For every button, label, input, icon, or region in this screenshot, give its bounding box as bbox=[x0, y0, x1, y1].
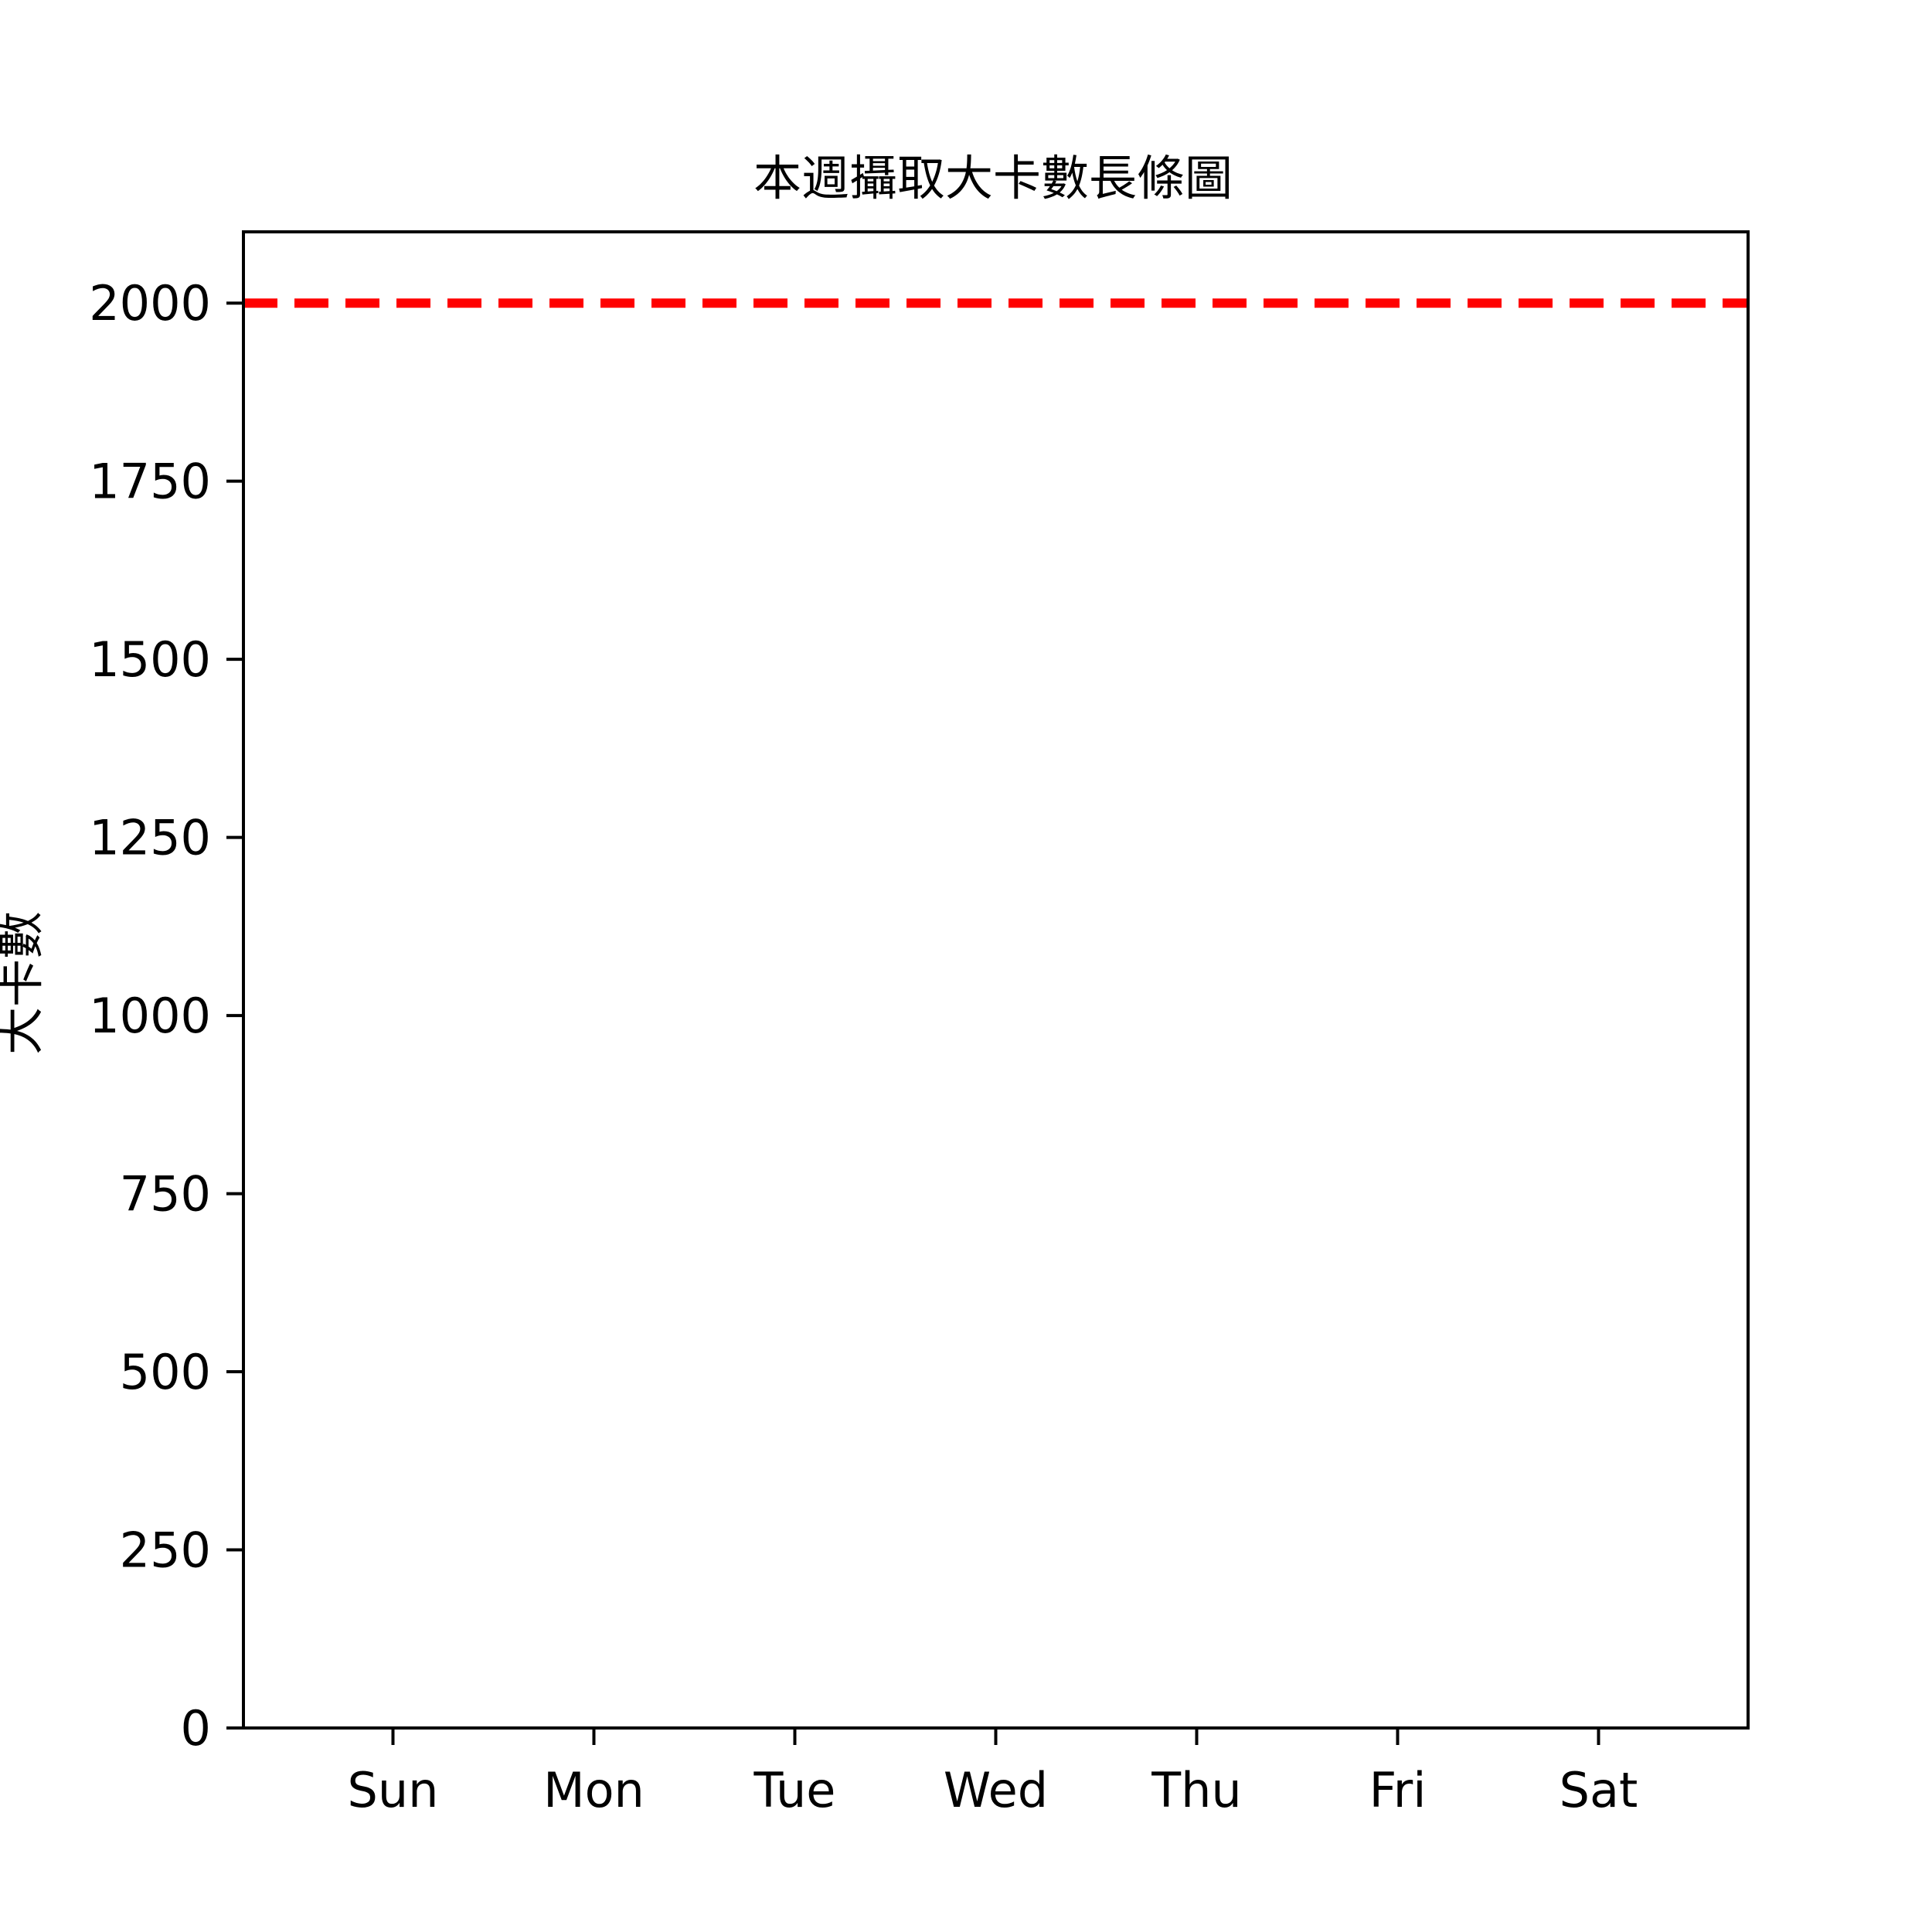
x-tick-label-thu: Thu bbox=[1151, 1762, 1241, 1818]
y-tick-label: 500 bbox=[120, 1344, 211, 1400]
x-tick-label-sun: Sun bbox=[348, 1762, 439, 1818]
x-tick-label-mon: Mon bbox=[543, 1762, 645, 1818]
y-tick-label: 1500 bbox=[89, 631, 211, 688]
y-tick-label: 750 bbox=[120, 1166, 211, 1223]
y-tick-label: 1000 bbox=[89, 988, 211, 1044]
y-tick-label: 1250 bbox=[89, 810, 211, 866]
y-tick-label: 0 bbox=[181, 1700, 211, 1757]
y-tick-label: 1750 bbox=[89, 454, 211, 510]
y-axis-ticks: 0 250 500 750 1000 1250 1500 1750 2000 bbox=[89, 275, 243, 1757]
plot-frame bbox=[242, 230, 1750, 1730]
y-tick-label: 2000 bbox=[89, 275, 211, 332]
x-tick-label-fri: Fri bbox=[1369, 1762, 1427, 1818]
y-axis-label: 大卡數 bbox=[0, 911, 49, 1055]
x-axis-ticks: Sun Mon Tue Wed Thu Fri Sat bbox=[348, 1728, 1638, 1818]
x-tick-label-tue: Tue bbox=[753, 1762, 836, 1818]
y-tick-label: 250 bbox=[120, 1522, 211, 1579]
x-tick-label-wed: Wed bbox=[944, 1762, 1048, 1818]
chart-title: 本週攝取大卡數長條圖 bbox=[753, 150, 1233, 206]
x-tick-label-sat: Sat bbox=[1560, 1762, 1638, 1818]
